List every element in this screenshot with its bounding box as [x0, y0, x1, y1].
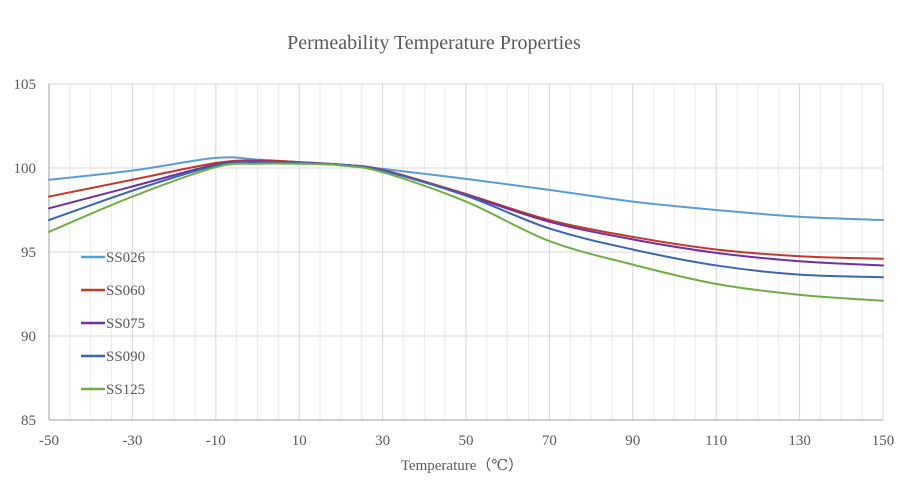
- x-tick-label: 50: [459, 433, 474, 449]
- y-tick-label: 85: [21, 413, 36, 429]
- x-tick-label: 10: [292, 433, 307, 449]
- plot-frame: [48, 84, 884, 421]
- x-axis: -50 -30 -10 10 30 50 70 90 110 130 150: [39, 433, 894, 449]
- y-tick-label: 95: [21, 245, 36, 261]
- chart-title: Permeability Temperature Properties: [287, 32, 581, 54]
- x-tick-label: -50: [39, 433, 59, 449]
- x-tick-label: 30: [375, 433, 390, 449]
- series-line-ss125: [48, 162, 884, 302]
- x-tick-label: -10: [206, 433, 226, 449]
- series-line-ss026: [48, 156, 884, 222]
- legend-label-ss125: SS125: [106, 382, 145, 398]
- x-tick-label: -30: [122, 433, 142, 449]
- legend-label-ss026: SS026: [106, 250, 146, 266]
- x-tick-label: 70: [542, 433, 557, 449]
- legend-label-ss060: SS060: [106, 283, 145, 299]
- x-tick-label: 130: [788, 433, 811, 449]
- y-tick-label: 90: [21, 329, 36, 345]
- y-tick-label: 100: [14, 161, 37, 177]
- y-tick-label: 105: [14, 77, 37, 93]
- y-axis: 85 90 95 100 105: [14, 77, 37, 429]
- x-axis-label: Temperature（℃）: [401, 457, 523, 474]
- legend: SS026 SS060 SS075 SS090 SS125: [81, 250, 146, 398]
- x-tick-label: 110: [705, 433, 727, 449]
- series-line-ss090: [48, 161, 884, 279]
- series-lines: [48, 156, 884, 302]
- x-tick-label: 150: [872, 433, 895, 449]
- legend-label-ss090: SS090: [106, 349, 145, 365]
- grid: [49, 83, 883, 420]
- x-tick-label: 90: [625, 433, 640, 449]
- legend-label-ss075: SS075: [106, 316, 145, 332]
